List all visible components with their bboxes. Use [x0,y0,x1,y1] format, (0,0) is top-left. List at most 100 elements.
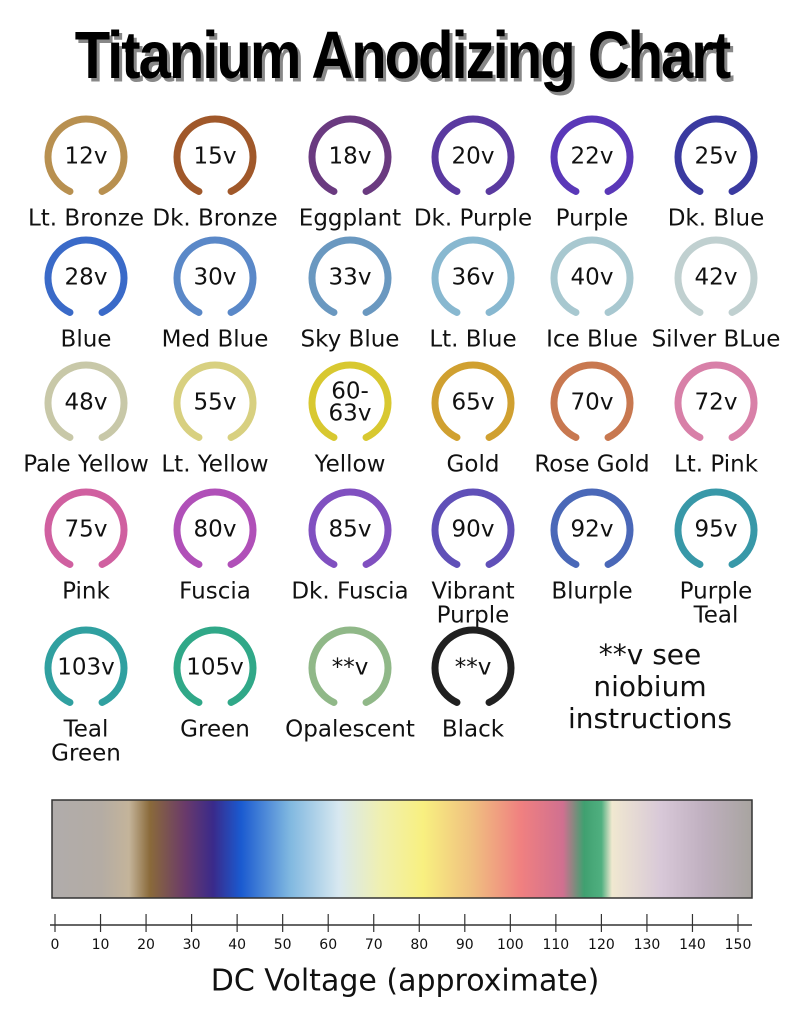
ring-voltage: 48v [65,390,108,416]
ring [44,488,128,568]
ring [308,361,392,441]
ring [173,488,257,568]
ring-voltage: 12v [65,144,108,170]
ring-voltage: 80v [194,517,237,543]
ring [308,626,392,706]
ring [431,236,515,316]
ring-voltage: 63v [329,401,372,427]
tick-label: 150 [725,937,752,953]
ring-name: Purple [556,206,629,232]
tick-label: 110 [542,937,569,953]
ring-voltage: 72v [695,390,738,416]
ring-name: Rose Gold [534,452,649,478]
note: niobium [593,670,706,703]
ring-name: Med Blue [162,327,269,353]
ring-name: Black [442,717,505,743]
note: **v see [599,638,702,671]
ring-voltage: 15v [194,144,237,170]
title: Titanium Anodizing Chart [74,18,731,93]
ring [550,236,634,316]
ring-name: Blue [61,327,112,353]
ring-name: Sky Blue [301,327,400,353]
ring-voltage: 40v [571,265,614,291]
tick-label: 80 [410,937,428,953]
ring-name: Eggplant [299,206,401,232]
ring-name: Dk. Purple [414,206,532,232]
tick-label: 30 [183,937,201,953]
ring-voltage: 55v [194,390,237,416]
ring-voltage: 28v [65,265,108,291]
tick-label: 10 [92,937,110,953]
tick-label: 50 [274,937,292,953]
ring-name: Lt. Pink [674,452,759,478]
ring-voltage: 18v [329,144,372,170]
ring-name: Silver BLue [652,327,781,353]
ring-name: Pink [62,579,110,605]
note: instructions [568,702,732,735]
ring [44,236,128,316]
ring [308,115,392,195]
ring [550,488,634,568]
ring [44,626,128,706]
ring [173,236,257,316]
ring-name: Dk. Fuscia [291,579,408,605]
ring-name: Green [51,741,121,767]
ring-name: Teal [63,717,109,743]
ring-voltage: 25v [695,144,738,170]
ring-voltage: 20v [452,144,495,170]
tick-label: 120 [588,937,615,953]
ring-name: Purple [437,603,510,629]
tick-label: 100 [497,937,524,953]
ring [173,361,257,441]
ring-voltage: 105v [186,655,244,681]
tick-label: 60 [319,937,337,953]
ring-name: Gold [447,452,500,478]
ring-name: Lt. Blue [429,327,516,353]
ring-name: Green [180,717,250,743]
tick-label: 0 [51,937,60,953]
ring-voltage: 90v [452,517,495,543]
ring [550,115,634,195]
ring-voltage: 65v [452,390,495,416]
ring-voltage: 92v [571,517,614,543]
ring-name: Ice Blue [546,327,638,353]
ring-name: Teal [693,603,739,629]
ring [674,115,758,195]
ring [44,115,128,195]
ring-voltage: 95v [695,517,738,543]
ring-voltage: 85v [329,517,372,543]
ring-voltage: 30v [194,265,237,291]
tick-label: 70 [365,937,383,953]
ring [674,361,758,441]
ring-voltage: 33v [329,265,372,291]
axis-label: DC Voltage (approximate) [211,964,600,999]
ring [44,361,128,441]
ring-name: Yellow [314,452,386,478]
ring-voltage: 60- [331,379,369,405]
ring [674,236,758,316]
ring-name: Blurple [551,579,632,605]
ring [431,626,515,706]
tick-label: 90 [456,937,474,953]
ring-voltage: **v [455,655,492,681]
ring [431,361,515,441]
tick-label: 130 [634,937,661,953]
ring-voltage: 70v [571,390,614,416]
ring-name: Dk. Bronze [152,206,277,232]
tick-label: 20 [137,937,155,953]
ring-name: Vibrant [431,579,514,605]
ring-name: Opalescent [285,717,415,743]
ring [431,488,515,568]
ring [308,488,392,568]
ring-name: Pale Yellow [23,452,149,478]
tick-label: 40 [228,937,246,953]
color-spectrum [51,799,753,899]
ring-voltage: 22v [571,144,614,170]
ring-name: Dk. Blue [668,206,765,232]
ring [173,626,257,706]
ring-voltage: 36v [452,265,495,291]
ring-voltage: 75v [65,517,108,543]
ring-name: Lt. Bronze [28,206,144,232]
